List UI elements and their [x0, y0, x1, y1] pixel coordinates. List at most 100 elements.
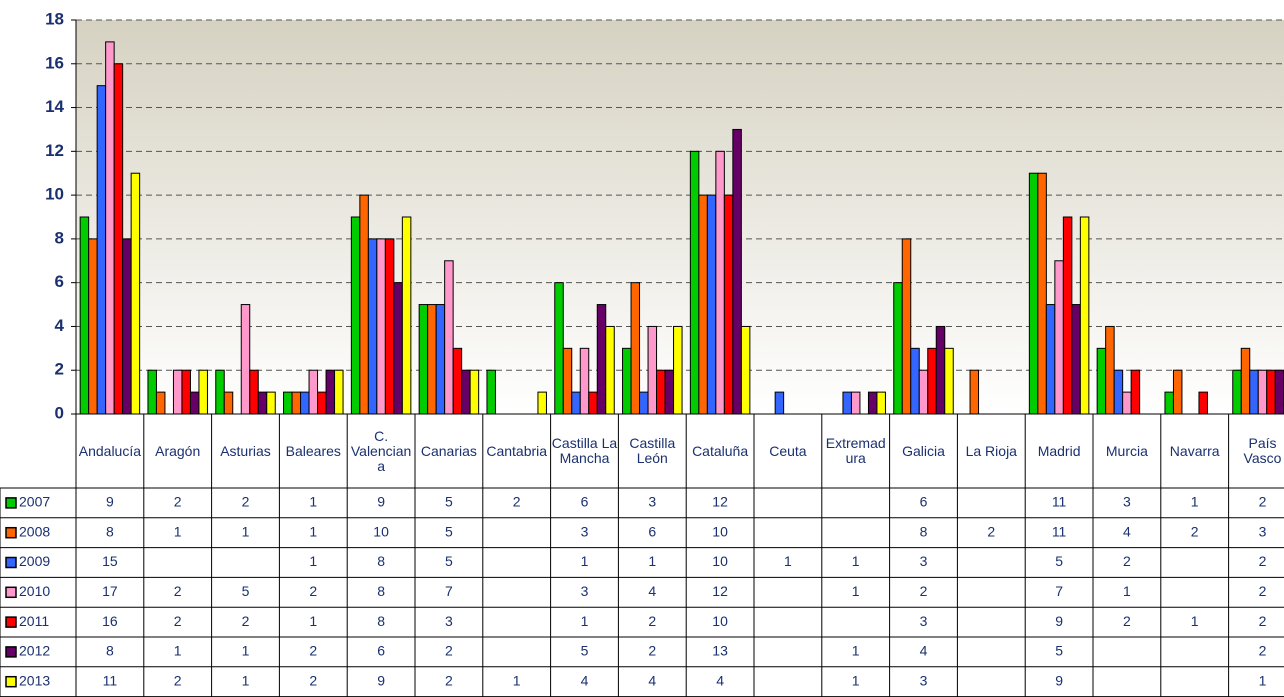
bar [376, 238, 386, 415]
legend-label: 2007 [19, 494, 50, 510]
bar [732, 128, 742, 415]
legend-swatch [5, 586, 17, 599]
x-tick-label: Canarias [420, 442, 477, 459]
bar [283, 391, 293, 415]
bar [588, 391, 598, 415]
data-label: 9 [106, 494, 114, 510]
bar [1130, 369, 1141, 415]
bar [79, 216, 90, 415]
data-label: 6 [581, 494, 589, 510]
bar [579, 347, 590, 415]
y-tick-label: 4 [55, 316, 65, 335]
data-label: 10 [712, 523, 728, 539]
bar [706, 194, 717, 415]
y-tick-label: 8 [55, 228, 64, 247]
data-label: 8 [920, 523, 928, 539]
bar [850, 391, 861, 415]
data-label: 11 [103, 672, 118, 688]
x-tick-cell: Castilla León [629, 436, 675, 466]
y-tick-label: 18 [45, 9, 64, 28]
data-label: 7 [1055, 583, 1063, 599]
bar [113, 63, 124, 415]
data-label: 16 [102, 613, 118, 629]
data-label: 8 [377, 583, 385, 599]
data-label: 1 [309, 613, 317, 629]
data-label: 10 [373, 523, 389, 539]
x-tick-cell: La Rioja [966, 443, 1017, 458]
bar [571, 391, 581, 415]
data-label: 6 [920, 494, 928, 510]
bar [240, 304, 251, 415]
x-tick-cell: País Vasco [1244, 436, 1282, 466]
data-label: 3 [920, 553, 928, 569]
bar [1045, 304, 1056, 415]
data-label: 1 [174, 643, 182, 659]
bar [901, 238, 912, 415]
data-label: 1 [852, 583, 860, 599]
x-tick-label: Extremadura [825, 435, 886, 466]
x-tick-cell: Murcia [1106, 443, 1148, 458]
bar [367, 238, 378, 415]
data-label: 2 [1191, 523, 1199, 539]
x-tick-cell: Asturias [220, 443, 271, 458]
bar [1062, 216, 1073, 415]
legend-swatch [5, 526, 17, 539]
bar [393, 282, 403, 415]
bar [630, 282, 641, 415]
x-tick-cell: Extremadura [825, 435, 886, 466]
legend-swatch [5, 646, 17, 658]
bar [1054, 260, 1064, 415]
data-label: 9 [1055, 613, 1063, 629]
bar [842, 391, 852, 415]
bar [1071, 304, 1081, 415]
legend-swatch [5, 616, 17, 628]
bar [622, 347, 632, 415]
data-label: 8 [377, 613, 385, 629]
bar [927, 347, 937, 415]
y-tick-label: 6 [55, 272, 64, 291]
legend-label: 2008 [19, 523, 50, 539]
data-label: 8 [106, 523, 114, 539]
data-label: 3 [1259, 523, 1267, 539]
data-label: 5 [1055, 643, 1063, 659]
bar [401, 216, 412, 415]
bar [554, 282, 564, 415]
x-tick-label: Castilla La Mancha [551, 435, 618, 466]
bar [715, 150, 725, 415]
bar [444, 260, 454, 415]
bar [1240, 347, 1251, 415]
data-label: 1 [784, 553, 792, 569]
data-label: 1 [581, 613, 589, 629]
bar [605, 325, 615, 415]
bar [1232, 369, 1242, 415]
data-label: 13 [712, 643, 728, 659]
legend-swatch [5, 556, 17, 569]
bar [969, 369, 980, 415]
data-label: 3 [920, 672, 928, 688]
bar [1096, 347, 1107, 415]
bar [155, 391, 166, 415]
bar [266, 391, 276, 415]
x-tick-cell: Aragón [155, 443, 200, 458]
data-label: 2 [987, 523, 995, 539]
bar [325, 369, 336, 415]
bar [723, 194, 734, 415]
bar [1037, 172, 1047, 415]
data-label: 2 [648, 643, 656, 659]
data-label: 1 [513, 672, 521, 688]
bar [689, 150, 700, 415]
bar [257, 391, 268, 415]
x-tick-label: Navarra [1169, 442, 1220, 459]
x-tick-cell: Ceuta [769, 443, 806, 458]
data-label: 5 [445, 553, 453, 569]
bar [596, 304, 607, 415]
bar [291, 391, 302, 415]
x-tick-label: Cataluña [692, 442, 749, 459]
data-label: 1 [309, 523, 317, 539]
data-label: 2 [1259, 553, 1267, 569]
x-tick-cell: Baleares [285, 442, 341, 459]
data-label: 2 [648, 613, 656, 629]
x-tick-label: Baleares [285, 442, 341, 459]
data-label: 2 [1259, 643, 1267, 659]
